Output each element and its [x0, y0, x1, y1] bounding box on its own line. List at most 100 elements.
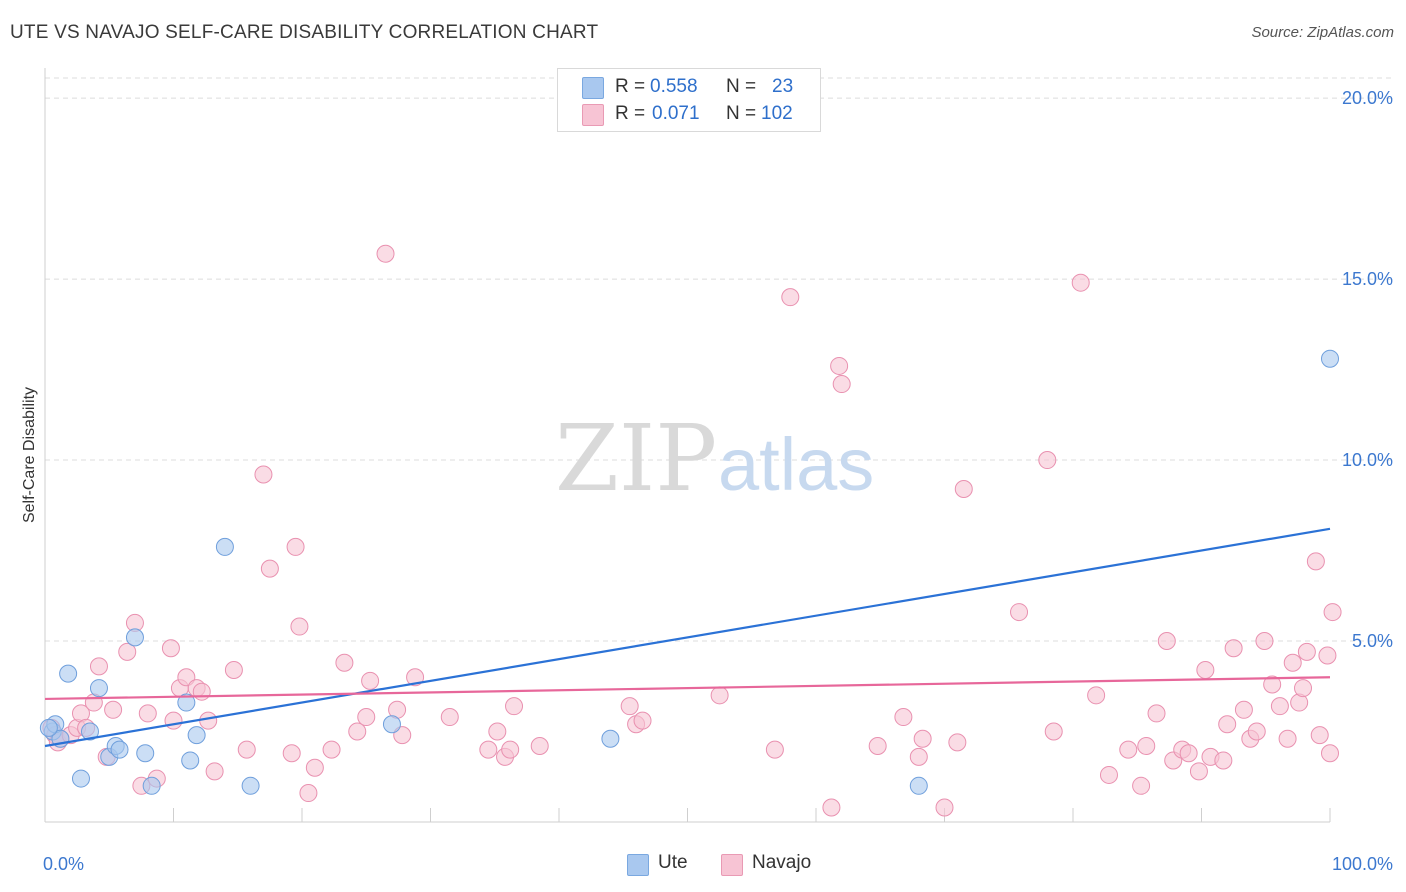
r-value: 0.558	[650, 76, 698, 97]
navajo-point	[1038, 451, 1057, 470]
navajo-point	[1099, 765, 1118, 784]
navajo-point	[501, 740, 520, 759]
navajo-point	[224, 660, 243, 679]
ute-point	[71, 769, 90, 788]
axes-layer	[44, 68, 1331, 823]
navajo-point	[164, 711, 183, 730]
ute-point	[909, 776, 928, 795]
navajo-point	[290, 617, 309, 636]
navajo-point	[361, 671, 380, 690]
navajo-point	[440, 708, 459, 727]
navajo-point	[1270, 697, 1289, 716]
n-value: 23	[772, 76, 794, 97]
navajo-point	[254, 465, 273, 484]
navajo-point	[765, 740, 784, 759]
chart-title: UTE VS NAVAJO SELF-CARE DISABILITY CORRE…	[10, 22, 599, 43]
navajo-point	[406, 668, 425, 687]
navajo-point	[199, 711, 218, 730]
navajo-point	[1318, 646, 1337, 665]
navajo-point	[1306, 552, 1325, 571]
navajo-point	[1323, 603, 1342, 622]
navajo-point	[1224, 639, 1243, 658]
navajo-point	[1157, 632, 1176, 651]
navajo-point	[1297, 642, 1316, 661]
navajo-point	[909, 747, 928, 766]
n-label: N =	[726, 103, 757, 124]
navajo-point	[335, 653, 354, 672]
navajo-point	[138, 704, 157, 723]
ute-point	[601, 729, 620, 748]
ute-point	[177, 693, 196, 712]
navajo-point	[1196, 660, 1215, 679]
navajo-legend-label: Navajo	[752, 852, 812, 873]
legend-row-navajo: R = 0.071 N = 102	[558, 101, 820, 127]
navajo-point	[322, 740, 341, 759]
navajo-point	[710, 686, 729, 705]
legend-row-ute: R = 0.558 N = 23	[558, 74, 820, 100]
navajo-point	[376, 244, 395, 263]
navajo-point	[348, 722, 367, 741]
navajo-point	[1321, 744, 1339, 763]
navajo-point	[1255, 632, 1274, 651]
navajo-point	[913, 729, 932, 748]
y-tick-label: 20.0%	[1342, 88, 1393, 108]
navajo-point	[104, 700, 123, 719]
navajo-point	[1247, 722, 1266, 741]
n-label: N =	[726, 76, 757, 97]
navajo-point	[954, 480, 973, 499]
tick-labels: 5.0% 10.0% 15.0% 20.0% 0.0% 100.0%	[43, 88, 1393, 874]
y-tick-label: 5.0%	[1352, 631, 1393, 651]
navajo-point	[1234, 700, 1253, 719]
navajo-point	[633, 711, 652, 730]
navajo-legend-swatch	[721, 854, 743, 876]
y-tick-label: 10.0%	[1342, 450, 1393, 470]
ute-point	[142, 776, 161, 795]
navajo-point	[161, 639, 180, 658]
navajo-point	[205, 762, 224, 781]
n-value: 102	[761, 103, 793, 124]
watermark: ZIP atlas	[555, 405, 874, 512]
navajo-point	[305, 758, 324, 777]
ute-point	[136, 744, 155, 763]
source-label: Source: ZipAtlas.com	[1251, 24, 1394, 41]
navajo-point	[1147, 704, 1166, 723]
navajo-point	[894, 708, 913, 727]
ute-point	[1321, 349, 1339, 368]
ute-point	[125, 628, 144, 647]
navajo-point	[1132, 776, 1151, 795]
watermark-atlas: atlas	[718, 423, 874, 506]
ute-point	[89, 679, 108, 698]
navajo-point	[260, 559, 279, 578]
ute-point	[39, 718, 58, 737]
navajo-point	[530, 736, 549, 755]
r-label: R =	[615, 103, 646, 124]
navajo-point	[299, 784, 318, 803]
navajo-point	[1218, 715, 1237, 734]
correlation-legend: R = 0.558 N = 23 R = 0.071 N = 102	[557, 68, 821, 132]
ute-point	[80, 722, 99, 741]
ute-legend-swatch	[627, 854, 649, 876]
navajo-point	[89, 657, 108, 676]
ute-point	[215, 537, 234, 556]
ute-point	[181, 751, 200, 770]
navajo-point	[1189, 762, 1208, 781]
navajo-point	[868, 736, 887, 755]
navajo-point	[948, 733, 967, 752]
navajo-point	[1044, 722, 1063, 741]
trend-layer	[44, 527, 1331, 748]
x-tick-label: 100.0%	[1332, 854, 1393, 874]
navajo-swatch	[582, 104, 604, 126]
navajo-point	[1214, 751, 1233, 770]
navajo-point	[488, 722, 507, 741]
ute-swatch	[582, 77, 604, 99]
navajo-point	[282, 744, 301, 763]
navajo-point	[935, 798, 954, 817]
navajo-point	[118, 642, 137, 661]
navajo-point	[1263, 675, 1282, 694]
ute-point	[110, 740, 129, 759]
ute-trend-line	[44, 527, 1331, 748]
ute-point	[241, 776, 260, 795]
navajo-point	[1294, 679, 1313, 698]
navajo-point	[832, 375, 851, 394]
navajo-point	[192, 682, 211, 701]
